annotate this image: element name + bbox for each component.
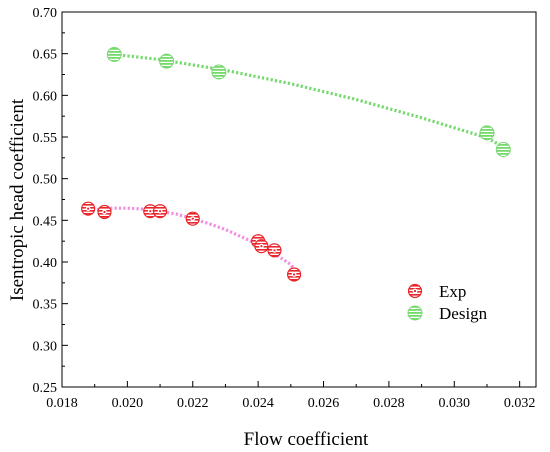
- legend-label-exp: Exp: [439, 282, 466, 301]
- point-exp: [286, 267, 302, 282]
- y-tick-label: 0.40: [33, 256, 58, 271]
- x-tick-label: 0.026: [308, 396, 340, 411]
- point-exp: [254, 239, 269, 254]
- y-tick-label: 0.65: [33, 48, 58, 63]
- point-exp: [267, 243, 282, 258]
- point-design: [211, 64, 227, 80]
- y-axis-ticks: 0.25 0.30 0.35 0.40 0.45 0.50 0.55 0.60 0.65 0.70: [33, 6, 68, 396]
- y-tick-label: 0.60: [33, 89, 58, 104]
- legend: Exp Design: [407, 282, 488, 323]
- x-tick-label: 0.032: [504, 396, 536, 411]
- point-exp: [97, 204, 112, 220]
- data-points: [81, 47, 511, 282]
- y-tick-label: 0.50: [33, 173, 58, 188]
- y-axis-title: Isentropic head coefficient: [7, 98, 28, 301]
- x-tick-label: 0.018: [46, 396, 78, 411]
- x-tick-label: 0.028: [373, 396, 405, 411]
- x-tick-label: 0.030: [439, 396, 471, 411]
- trend-lines: [88, 52, 505, 275]
- legend-marker-exp: [407, 283, 423, 299]
- point-design: [479, 125, 495, 141]
- legend-marker-design: [407, 305, 423, 321]
- x-axis-ticks: 0.018 0.020 0.022 0.024 0.026 0.028 0.030 0.032: [46, 381, 535, 411]
- legend-label-design: Design: [439, 304, 488, 323]
- y-tick-label: 0.35: [33, 298, 58, 313]
- point-exp: [152, 204, 168, 219]
- y-tick-label: 0.45: [33, 214, 58, 229]
- x-axis-title: Flow coefficient: [244, 429, 369, 450]
- y-tick-label: 0.70: [33, 6, 58, 21]
- trend-line-design: [114, 52, 505, 149]
- x-tick-label: 0.024: [242, 396, 274, 411]
- point-exp: [185, 211, 200, 226]
- point-exp: [81, 201, 96, 216]
- plot-frame: [61, 11, 537, 388]
- point-design: [495, 142, 511, 157]
- x-tick-label: 0.020: [112, 396, 144, 411]
- point-design: [106, 47, 122, 62]
- y-tick-label: 0.30: [33, 339, 58, 354]
- y-tick-label: 0.25: [33, 381, 58, 396]
- x-tick-label: 0.022: [177, 396, 209, 411]
- y-tick-label: 0.55: [33, 131, 58, 146]
- point-design: [159, 53, 175, 69]
